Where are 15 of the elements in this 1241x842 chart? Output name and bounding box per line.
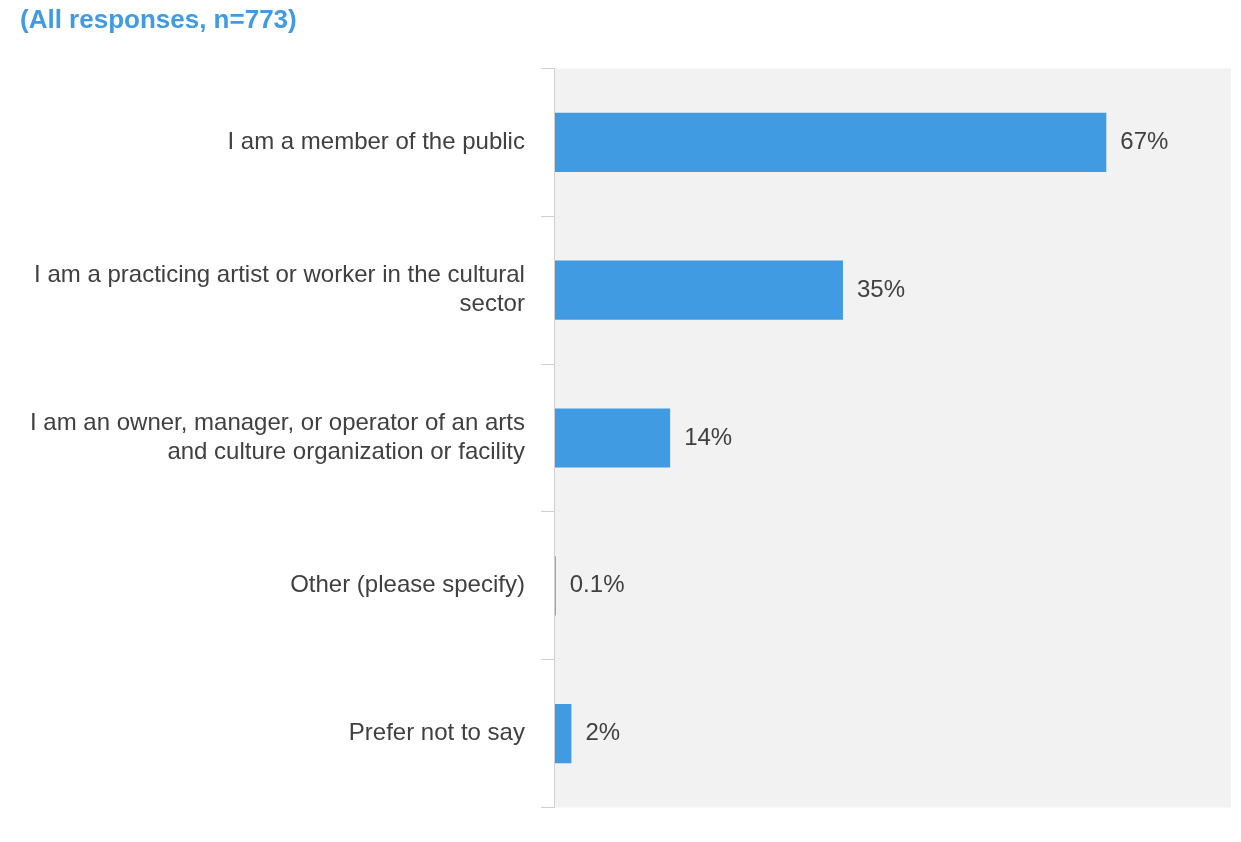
bar (554, 112, 1107, 172)
y-tick-label: I am an owner, manager, or operator of an arts and culture organization or facility (29, 408, 525, 465)
text: (All responses, n=773) (19, 3, 298, 36)
data-label: 67% (1120, 126, 1169, 154)
data-label: 14% (684, 422, 733, 450)
data-label: 2% (585, 718, 621, 746)
bar (554, 704, 572, 764)
y-tick-label: I am a practicing artist or worker in the cultural sector (34, 260, 525, 317)
bar (554, 408, 671, 468)
y-tick-label: Other (please specify) (290, 570, 525, 598)
data-label: 35% (856, 274, 906, 302)
y-tick-label: Prefer not to say (348, 718, 525, 746)
y-tick-label: I am a member of the public (227, 126, 525, 154)
bar (554, 260, 843, 320)
data-label: 0.1% (569, 570, 625, 598)
